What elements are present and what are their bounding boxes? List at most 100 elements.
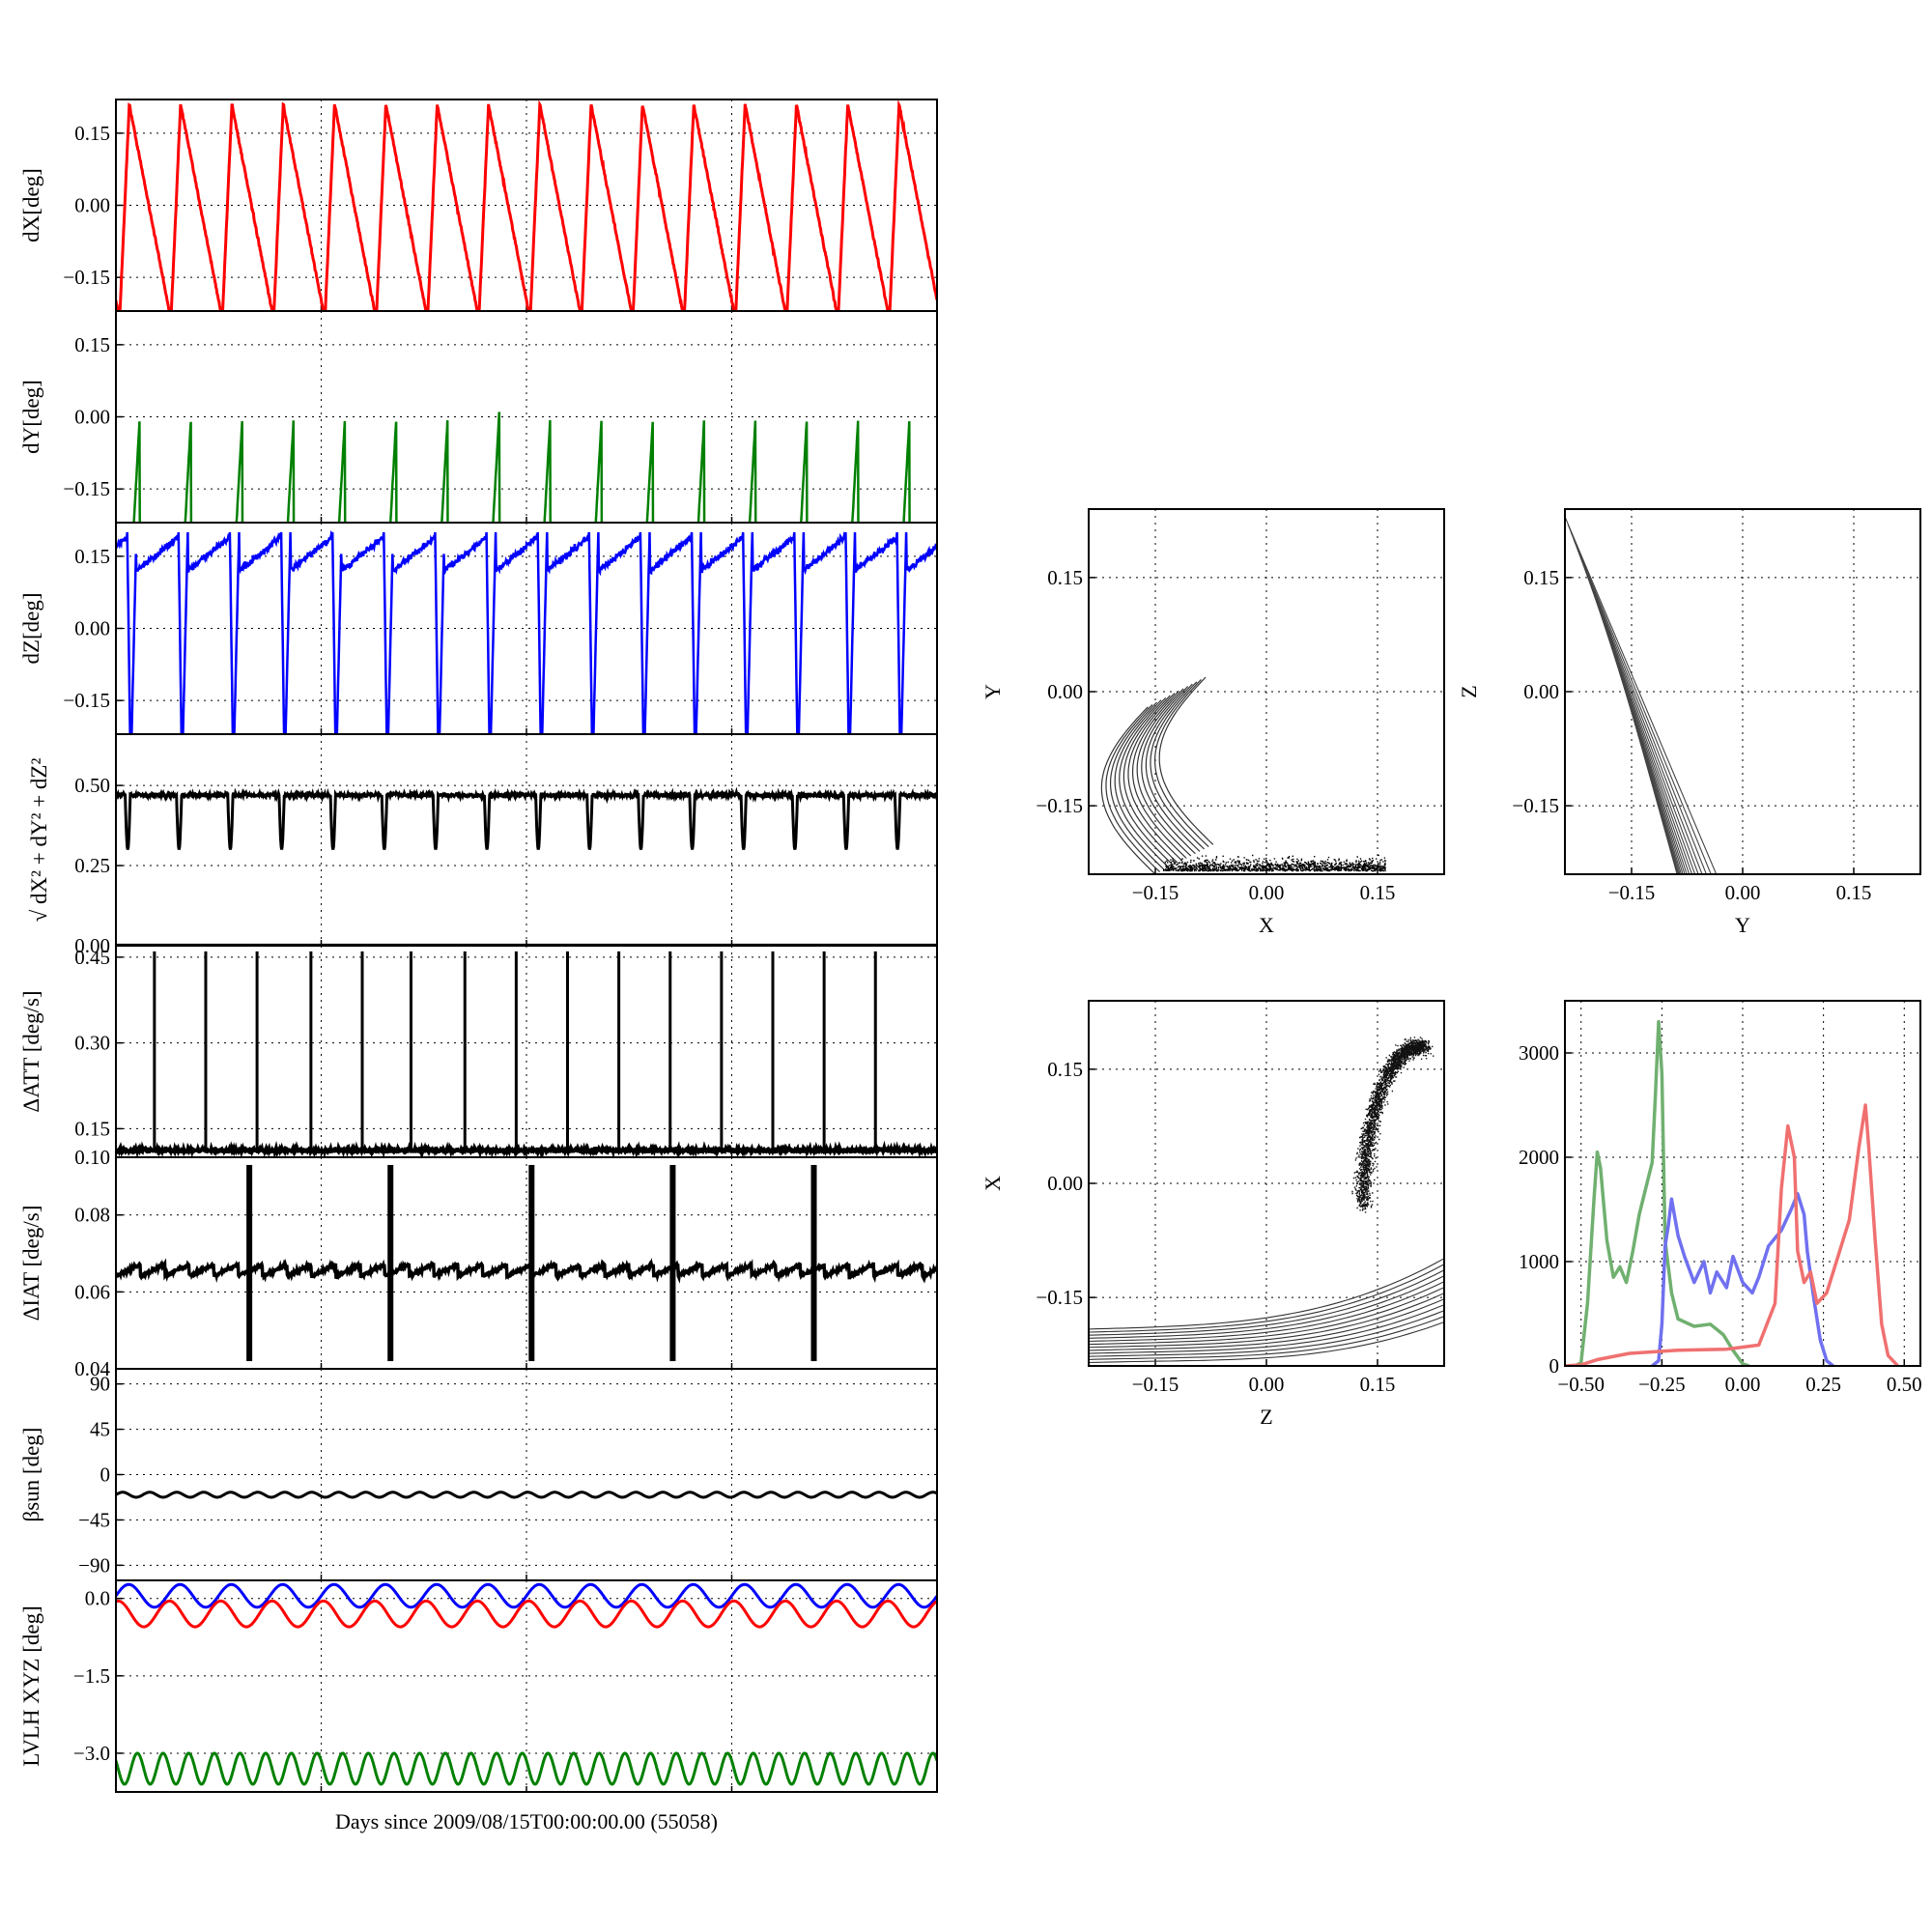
y-axis-label: ΔIAT [deg/s] — [19, 1206, 43, 1321]
histogram-line — [1565, 1103, 1899, 1366]
y-tick-label: −1.5 — [73, 1664, 110, 1688]
trajectory-line — [1105, 703, 1161, 873]
y-tick-label: 0.00 — [1047, 1172, 1083, 1195]
trajectory-line — [1570, 531, 1707, 874]
y-tick-label: 0.15 — [1047, 1058, 1083, 1081]
y-tick-label: 0 — [1549, 1354, 1560, 1378]
axes-frame — [115, 1579, 938, 1793]
timeseries-panel-dy: −0.15 0.00 0.15 dY[deg] — [19, 310, 938, 524]
x-axis-label: Z — [1260, 1405, 1272, 1429]
trajectory-line — [1089, 1287, 1444, 1346]
y-tick-label: 0.30 — [74, 1032, 110, 1055]
y-tick-label: 0.15 — [74, 122, 110, 145]
y-tick-label: −0.15 — [1036, 1286, 1083, 1309]
plot-area — [1100, 676, 1386, 874]
trajectory-line — [1122, 695, 1179, 864]
series-line — [116, 786, 937, 850]
y-axis-label: √ dX² + dY² + dZ² — [27, 758, 51, 923]
trajectory-line — [1145, 683, 1201, 852]
x-axis-label: X — [1259, 913, 1274, 937]
y-tick-label: 2000 — [1519, 1146, 1559, 1169]
trajectory-line — [1127, 693, 1183, 862]
y-axis-label: ΔATT [deg/s] — [19, 990, 43, 1112]
trajectory-line — [1158, 676, 1214, 845]
series-line — [116, 99, 937, 311]
trajectory-line — [1089, 1275, 1444, 1339]
x-tick-label: 0.00 — [1249, 881, 1285, 904]
scatter-points — [1351, 1037, 1435, 1213]
panels-layer: −0.150.000.15dX[deg]−0.150.000.15dY[deg]… — [19, 99, 1922, 1793]
y-tick-label: 0.06 — [74, 1280, 110, 1303]
y-axis-label: Y — [980, 684, 1005, 699]
timeseries-panel-dz: −0.15 0.00 0.15 dZ[deg] — [19, 522, 938, 735]
x-tick-label: 0.25 — [1805, 1373, 1841, 1396]
y-tick-label: −90 — [78, 1553, 110, 1577]
timeseries-panel-datt: 0.10 0.15 0.30 0.45 ΔATT [deg/s] — [19, 945, 938, 1169]
y-axis-label: X — [980, 1176, 1005, 1191]
trajectory-line — [1089, 1269, 1444, 1336]
trajectory-line — [1110, 701, 1165, 870]
y-axis-label: LVLH XYZ [deg] — [19, 1605, 43, 1767]
y-tick-label: −0.15 — [1512, 794, 1559, 817]
series-line — [116, 530, 937, 734]
histogram-line — [1574, 1019, 1750, 1366]
y-tick-label: 0.00 — [74, 406, 110, 429]
trajectory-line — [1089, 1316, 1444, 1360]
y-tick-label: 0.00 — [74, 934, 110, 957]
axes-frame — [115, 733, 938, 947]
y-axis-label: Z — [1457, 685, 1481, 697]
x-tick-label: 0.15 — [1360, 881, 1396, 904]
x-tick-label: 0.00 — [1249, 1373, 1285, 1396]
trajectory-line — [1089, 1298, 1444, 1351]
spike — [669, 1164, 676, 1362]
x-tick-label: −0.15 — [1132, 1373, 1179, 1396]
histogram-line — [1651, 1192, 1834, 1366]
y-tick-label: 0.15 — [74, 333, 110, 356]
trajectory-line — [1141, 686, 1196, 855]
x-tick-label: 0.15 — [1360, 1373, 1396, 1396]
scatter-panel-xy: −0.15 0.00 0.15 −0.15 0.00 0.15 X Y — [980, 508, 1445, 937]
x-tick-label: −0.50 — [1557, 1373, 1605, 1396]
y-tick-label: −3.0 — [73, 1742, 110, 1765]
y-tick-label: 0.00 — [74, 194, 110, 217]
y-tick-label: 0.0 — [85, 1587, 110, 1610]
y-axis-label: dZ[deg] — [19, 592, 43, 664]
trajectory-line — [1136, 688, 1192, 857]
trajectory-line — [1114, 699, 1170, 868]
timeseries-panel-dr: 0.00 0.25 0.50 √ dX² + dY² + dZ² — [27, 733, 938, 957]
y-tick-label: 0.04 — [74, 1357, 110, 1380]
histogram-panel: −0.50 −0.25 0.00 0.25 0.50 0 1000 2000 3000 — [1519, 1000, 1922, 1396]
x-tick-label: 0.50 — [1887, 1373, 1922, 1396]
series-line — [116, 1491, 937, 1499]
y-axis-label: dX[deg] — [19, 168, 43, 242]
trajectory-line — [1089, 1258, 1444, 1330]
plot-area — [1565, 1019, 1899, 1366]
plot-area — [116, 1164, 937, 1362]
trajectory-line — [1608, 630, 1678, 874]
spike — [810, 1164, 817, 1362]
y-tick-label: 0.15 — [74, 545, 110, 568]
x-tick-label: 0.00 — [1725, 1373, 1761, 1396]
plot-area — [1089, 1037, 1444, 1364]
y-tick-label: 0.25 — [74, 854, 110, 877]
axes-frame — [1088, 508, 1445, 875]
y-tick-label: 0.00 — [74, 617, 110, 640]
trajectory-line — [1089, 1264, 1444, 1333]
trajectory-line — [1100, 706, 1156, 874]
trajectory-line — [1565, 516, 1718, 874]
y-tick-label: −0.15 — [1036, 794, 1083, 817]
y-tick-label: 45 — [90, 1418, 110, 1441]
x-tick-label: 0.15 — [1836, 881, 1872, 904]
series-line — [116, 1582, 937, 1609]
timeseries-panel-lvlh: −3.0 −1.5 0.0 LVLH XYZ [deg] — [19, 1579, 938, 1793]
series-line — [116, 1258, 937, 1284]
y-tick-label: −0.15 — [63, 477, 110, 500]
trajectory-line — [1089, 1304, 1444, 1354]
spike — [528, 1164, 535, 1362]
x-tick-label: −0.15 — [1608, 881, 1656, 904]
series-line — [116, 1751, 937, 1786]
timeseries-panel-dx: −0.15 0.00 0.15 dX[deg] — [19, 99, 938, 312]
plot-area — [116, 1582, 937, 1786]
spike — [246, 1164, 253, 1362]
y-tick-label: −0.15 — [63, 266, 110, 289]
